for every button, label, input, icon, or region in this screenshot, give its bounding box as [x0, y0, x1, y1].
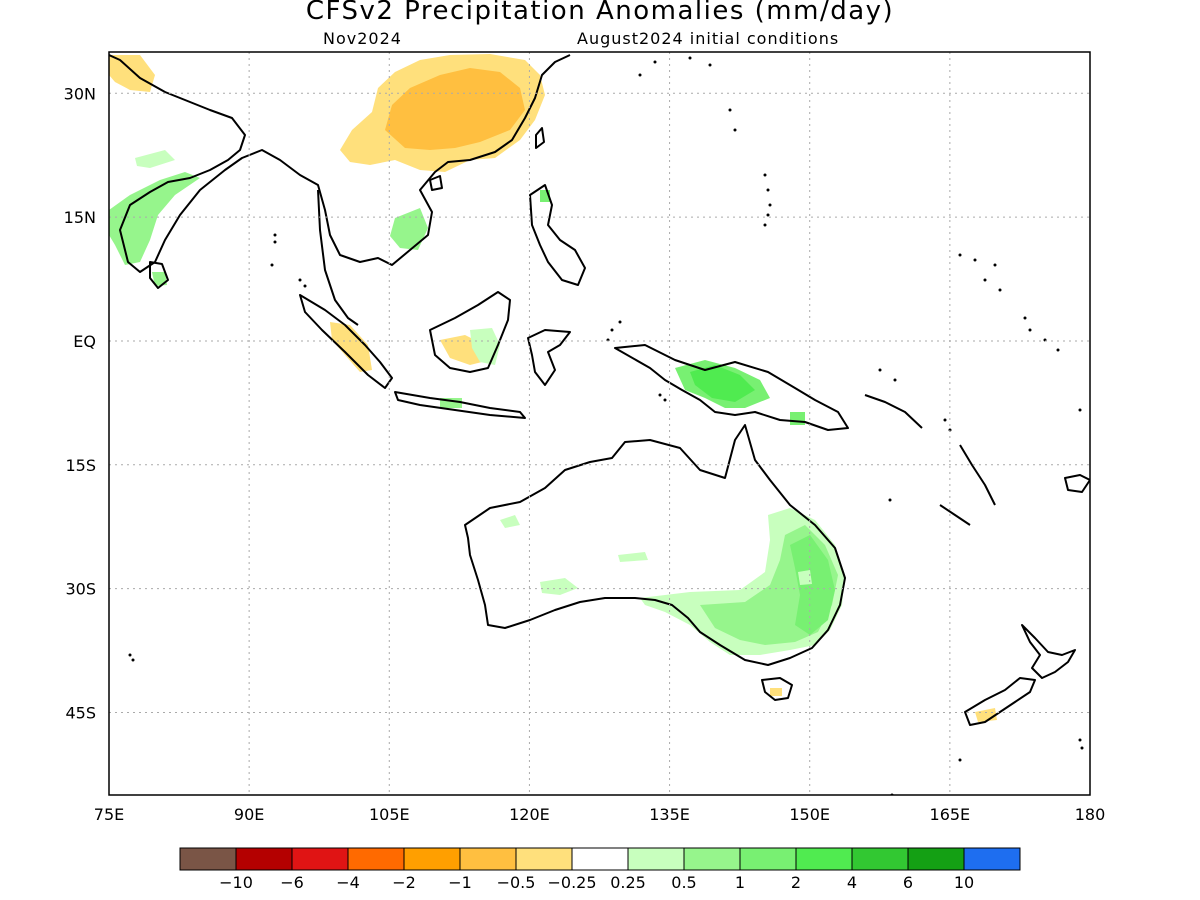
- colorbar-swatch: [403, 847, 461, 871]
- lon-tick-label: 120E: [509, 805, 550, 824]
- colorbar-tick-label: −6: [280, 873, 304, 892]
- latitude-labels: 30N 15N EQ 15S 30S 45S: [64, 84, 96, 722]
- colorbar-swatch: [291, 847, 349, 871]
- coast-sulawesi: [527, 329, 571, 386]
- colorbar-tick-label: 1: [735, 873, 745, 892]
- coast-newguinea: [614, 344, 849, 431]
- colorbar-swatch: [683, 847, 741, 871]
- anomaly-newguinea-east: [790, 412, 805, 425]
- anomaly-tasmania: [770, 688, 782, 696]
- coast-asia-mainland: [109, 54, 571, 273]
- colorbar-swatch: [963, 847, 1021, 871]
- anomaly-eaustralia-core: [790, 535, 835, 635]
- lon-tick-label: 90E: [234, 805, 264, 824]
- colorbar-swatch: [907, 847, 965, 871]
- init-conditions-label: August2024 initial conditions: [577, 29, 840, 48]
- coast-solomons: [864, 394, 923, 429]
- anomaly-sumatra: [330, 322, 372, 372]
- anomaly-tibet: [109, 55, 155, 92]
- colorbar-tick-label: 2: [791, 873, 801, 892]
- coast-nz-south: [964, 677, 1036, 726]
- colorbar-tick-label: −0.5: [497, 873, 536, 892]
- coast-philippines: [529, 184, 586, 286]
- lat-tick-label: 45S: [65, 703, 96, 722]
- colorbar-swatch: [459, 847, 517, 871]
- colorbar-swatch: [571, 847, 629, 871]
- anomaly-china-medium: [385, 68, 525, 150]
- colorbar-swatch: [795, 847, 853, 871]
- lon-tick-label: 75E: [94, 805, 124, 824]
- colorbar-swatch: [627, 847, 685, 871]
- map-title: CFSv2 Precipitation Anomalies (mm/day): [305, 0, 895, 26]
- coast-newcaledonia: [939, 504, 971, 526]
- lat-tick-label: 30S: [65, 580, 96, 599]
- coast-tasmania: [761, 677, 793, 701]
- coast-srilanka: [149, 261, 169, 289]
- coast-nz-north: [1021, 624, 1076, 679]
- colorbar: [179, 847, 1021, 871]
- lon-tick-label: 135E: [649, 805, 690, 824]
- colorbar-tick-label: 4: [847, 873, 857, 892]
- lat-tick-label: 15S: [65, 456, 96, 475]
- coast-malay: [317, 189, 359, 326]
- anomaly-srilanka: [152, 272, 167, 286]
- lat-tick-label: 30N: [64, 84, 96, 103]
- anomaly-central-australia: [618, 552, 648, 562]
- colorbar-swatch: [739, 847, 797, 871]
- lat-tick-label: EQ: [73, 332, 96, 351]
- anomaly-nw-australia: [500, 515, 520, 528]
- colorbar-tick-label: −2: [392, 873, 416, 892]
- colorbar-tick-label: 6: [903, 873, 913, 892]
- colorbar-labels: −10 −6 −4 −2 −1 −0.5 −0.25 0.25 0.5 1 2 4 6 10: [219, 873, 974, 892]
- anomaly-eaustralia-pocket: [798, 570, 812, 585]
- lon-tick-label: 180: [1075, 805, 1106, 824]
- colorbar-tick-label: −0.25: [547, 873, 596, 892]
- map-frame: [108, 51, 1091, 796]
- colorbar-swatch: [235, 847, 293, 871]
- colorbar-swatch: [347, 847, 405, 871]
- colorbar-tick-label: 0.5: [671, 873, 696, 892]
- anomaly-layer: [109, 54, 997, 722]
- coast-taiwan: [535, 127, 545, 149]
- colorbar-tick-label: −10: [219, 873, 253, 892]
- anomaly-s-australia: [540, 578, 578, 595]
- longitude-labels: 75E 90E 105E 120E 135E 150E 165E 180: [94, 805, 1106, 824]
- coast-java: [394, 391, 526, 419]
- anomaly-india-north: [135, 150, 175, 168]
- colorbar-tick-label: −4: [336, 873, 360, 892]
- lat-tick-label: 15N: [64, 208, 96, 227]
- gridlines: [109, 52, 1090, 795]
- lon-tick-label: 105E: [369, 805, 410, 824]
- anomaly-india: [109, 172, 200, 265]
- colorbar-tick-label: −1: [448, 873, 472, 892]
- anomaly-newguinea-core: [690, 365, 755, 402]
- coast-vanuatu: [959, 444, 996, 506]
- coast-hainan: [429, 175, 443, 191]
- anomaly-indochina: [390, 208, 428, 250]
- island-dots: [128, 56, 1084, 795]
- lon-tick-label: 165E: [930, 805, 971, 824]
- coastline-layer: [109, 54, 1090, 726]
- coast-australia: [464, 424, 846, 666]
- colorbar-tick-label: 0.25: [610, 873, 646, 892]
- coast-sumatra: [299, 294, 393, 389]
- colorbar-swatch: [515, 847, 573, 871]
- coast-borneo: [429, 291, 511, 373]
- colorbar-tick-label: 10: [954, 873, 974, 892]
- lon-tick-label: 150E: [789, 805, 830, 824]
- colorbar-swatch: [851, 847, 909, 871]
- colorbar-swatch: [179, 847, 237, 871]
- coast-fiji: [1064, 474, 1090, 493]
- target-month-label: Nov2024: [323, 29, 402, 48]
